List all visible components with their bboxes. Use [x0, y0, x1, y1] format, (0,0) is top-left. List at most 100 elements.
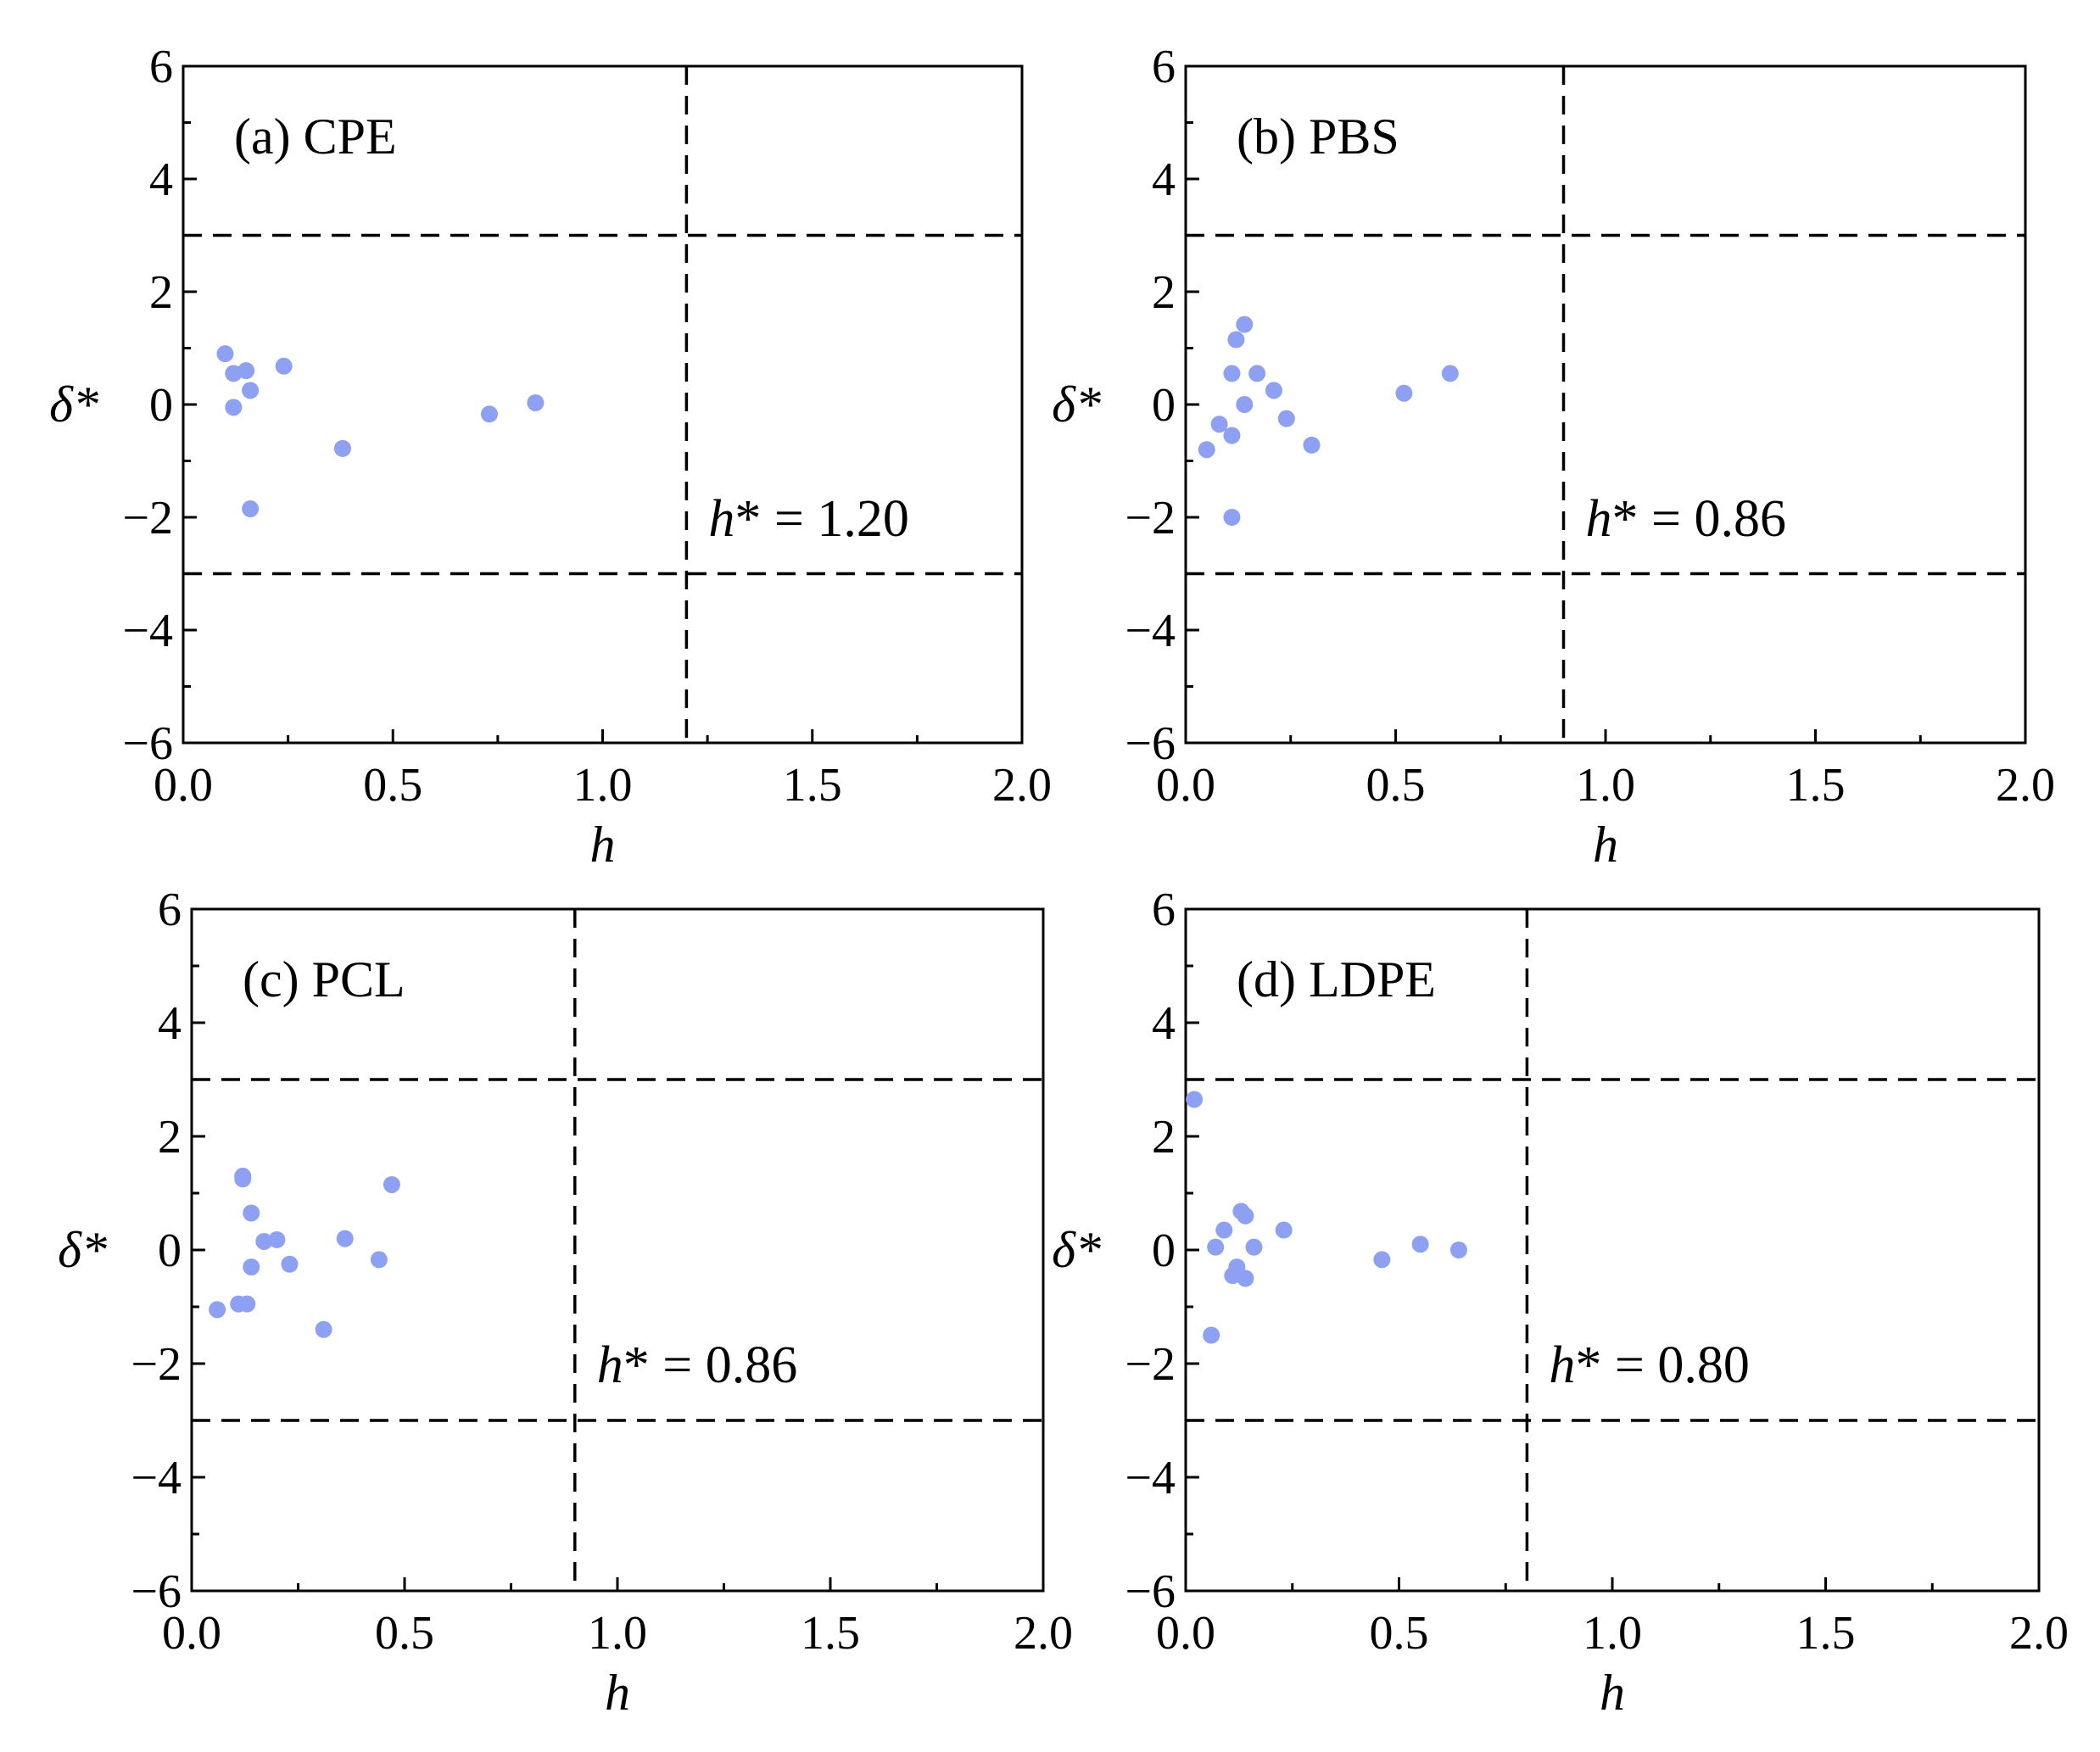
panel-label: (c) PCL — [243, 951, 405, 1007]
data-point — [1373, 1251, 1391, 1269]
y-tick-label: 6 — [1152, 41, 1176, 93]
data-point — [527, 394, 545, 412]
data-point — [216, 345, 234, 363]
panel-b-pbs: 0.0 0.5 1.0 1.5 2.0 −6 −4 −2 0 2 4 6 h δ* (b) PBS h* = … — [1052, 41, 2055, 873]
y-tick-label: −4 — [1125, 1452, 1176, 1504]
y-tick-label: 0 — [1152, 379, 1176, 432]
data-point — [1198, 441, 1215, 459]
data-point — [1411, 1236, 1429, 1253]
y-tick-label: 6 — [1152, 884, 1176, 936]
h-star-label: h* = 0.86 — [597, 1336, 797, 1394]
y-axis-label: δ* — [49, 377, 98, 432]
x-tick-label: 1.5 — [783, 759, 842, 812]
y-tick-label: 2 — [158, 1111, 182, 1163]
data-point — [1265, 382, 1282, 399]
data-point — [238, 1295, 256, 1313]
data-point — [1395, 384, 1413, 402]
data-point — [1237, 1207, 1254, 1225]
data-point — [1303, 436, 1321, 454]
x-tick-label: 0.5 — [1366, 759, 1426, 812]
x-axis-label: h — [1593, 817, 1618, 873]
y-axis-label: δ* — [1052, 377, 1101, 432]
x-tick-label: 0.0 — [162, 1607, 221, 1660]
x-tick-label: 0.5 — [375, 1607, 434, 1660]
panel-d-ldpe: 0.0 0.5 1.0 1.5 2.0 −6 −4 −2 0 2 4 6 h δ* (d) LDPE h* =… — [1052, 884, 2069, 1721]
plot-frame — [190, 907, 1045, 1593]
y-tick-label: 2 — [1152, 266, 1176, 319]
plot-frame — [182, 64, 1024, 745]
data-point — [234, 1170, 252, 1188]
data-point — [1224, 1267, 1242, 1285]
x-tick-label: 2.0 — [2009, 1607, 2069, 1660]
y-tick-label: 2 — [1152, 1111, 1176, 1163]
data-point — [333, 439, 351, 457]
data-point — [1186, 1091, 1204, 1108]
data-point — [1248, 365, 1266, 382]
y-tick-label: −4 — [131, 1452, 182, 1504]
y-axis-label: δ* — [1052, 1222, 1101, 1278]
plot-frame — [1184, 907, 2041, 1593]
y-tick-label: 0 — [158, 1225, 182, 1277]
data-point — [383, 1175, 400, 1193]
panel-label: (b) PBS — [1237, 109, 1399, 165]
x-axis-label: h — [1600, 1665, 1625, 1721]
panel-label: (d) LDPE — [1237, 951, 1436, 1007]
panel-a-cpe: 0.0 0.5 1.0 1.5 2.0 −6 −4 −2 0 2 4 6 h δ* (a) CPE h* = … — [49, 41, 1052, 873]
y-tick-label: 4 — [1152, 997, 1176, 1050]
panel-c-pcl: 0.0 0.5 1.0 1.5 2.0 −6 −4 −2 0 2 4 6 h δ* (c) PCL h* = … — [58, 884, 1073, 1721]
x-tick-label: 2.0 — [992, 759, 1052, 812]
data-point — [1207, 1238, 1225, 1256]
data-point — [1203, 1326, 1220, 1344]
data-point — [315, 1320, 332, 1338]
y-tick-label: −6 — [1125, 717, 1176, 770]
data-point — [268, 1230, 286, 1248]
x-tick-label: 1.0 — [1576, 759, 1635, 812]
x-tick-label: 2.0 — [1996, 759, 2055, 812]
x-tick-label: 0.0 — [1156, 759, 1215, 812]
y-tick-label: −2 — [1125, 1338, 1176, 1391]
y-tick-label: 0 — [149, 379, 173, 432]
plot-frame — [1184, 64, 2027, 745]
panel-label: (a) CPE — [234, 109, 397, 165]
y-tick-label: 2 — [149, 266, 173, 319]
y-tick-label: −4 — [122, 605, 173, 657]
data-point — [225, 399, 243, 416]
y-tick-label: 6 — [158, 884, 182, 936]
x-tick-label: 1.5 — [1796, 1607, 1856, 1660]
y-tick-label: 4 — [149, 153, 173, 206]
h-star-label: h* = 0.86 — [1586, 490, 1786, 548]
data-point — [370, 1251, 388, 1269]
data-point — [1236, 396, 1254, 413]
data-point — [243, 1204, 260, 1222]
x-tick-label: 0.0 — [154, 759, 213, 812]
h-star-label: h* = 0.80 — [1549, 1336, 1749, 1394]
data-point — [1245, 1238, 1263, 1256]
data-point — [237, 362, 255, 380]
y-axis-label: δ* — [58, 1222, 107, 1278]
data-point — [1223, 509, 1241, 526]
x-tick-label: 1.5 — [1786, 759, 1846, 812]
data-point — [255, 1232, 273, 1250]
data-point — [1236, 315, 1254, 333]
y-tick-label: −2 — [131, 1338, 182, 1391]
y-tick-label: −6 — [122, 717, 173, 770]
x-tick-label: 0.5 — [363, 759, 422, 812]
y-tick-label: −2 — [122, 492, 173, 544]
x-tick-label: 1.5 — [801, 1607, 860, 1660]
x-axis-label: h — [590, 817, 616, 873]
data-point — [1441, 365, 1459, 382]
data-point — [1449, 1241, 1467, 1258]
data-point — [1223, 365, 1241, 382]
x-tick-label: 0.0 — [1156, 1607, 1215, 1660]
x-tick-label: 1.0 — [588, 1607, 647, 1660]
x-tick-label: 1.0 — [573, 759, 633, 812]
data-point — [1215, 1221, 1233, 1239]
x-tick-label: 0.5 — [1370, 1607, 1429, 1660]
y-tick-label: −6 — [131, 1565, 182, 1618]
data-point — [480, 405, 498, 423]
data-point — [1210, 416, 1228, 433]
h-star-label: h* = 1.20 — [708, 490, 908, 548]
y-tick-label: 0 — [1152, 1225, 1176, 1277]
y-tick-label: 4 — [158, 997, 182, 1050]
